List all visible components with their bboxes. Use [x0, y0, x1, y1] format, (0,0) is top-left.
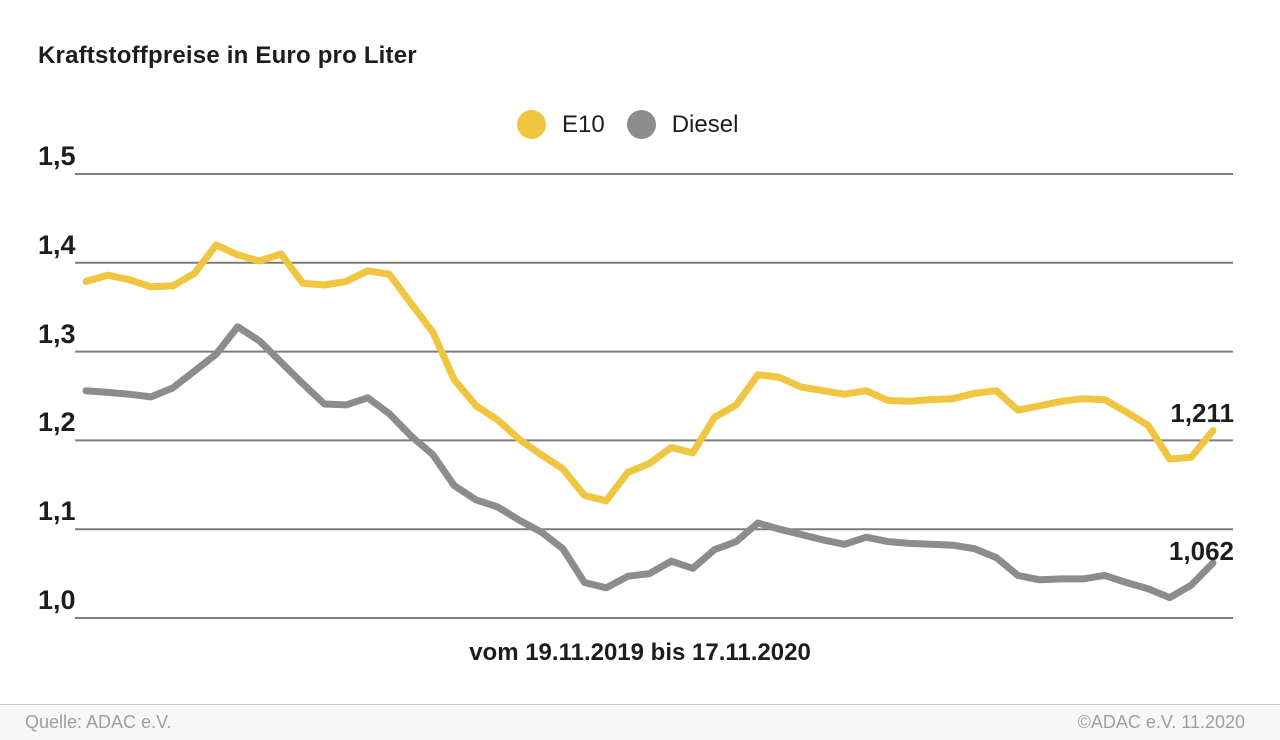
y-axis-tick-label: 1,4 [38, 229, 76, 260]
legend-label-e10: E10 [562, 110, 605, 138]
legend-label-diesel: Diesel [671, 110, 739, 138]
chart-title: Kraftstoffpreise in Euro pro Liter [38, 42, 417, 69]
y-axis-tick-label: 1,2 [38, 407, 76, 438]
y-axis-tick-label: 1,0 [38, 585, 76, 615]
y-axis-tick-label: 1,3 [38, 318, 76, 349]
series-line-e10 [82, 241, 1217, 505]
series-line-diesel [82, 323, 1217, 602]
y-axis-tick-label: 1,1 [38, 496, 76, 527]
diesel-end-value-label: 1,062 [1168, 536, 1234, 566]
legend-dot-e10-icon [517, 110, 546, 139]
chart-legend: E10 Diesel [517, 110, 738, 139]
e10-end-value-label: 1,211 [1170, 398, 1234, 428]
legend-item-diesel: Diesel [626, 110, 739, 139]
footer-bar: Quelle: ADAC e.V. ©ADAC e.V. 11.2020 [0, 704, 1280, 740]
legend-dot-diesel-icon [626, 110, 656, 139]
footer-source: Quelle: ADAC e.V. [25, 712, 172, 732]
x-axis-date-range-label: vom 19.11.2019 bis 17.11.2020 [469, 639, 811, 666]
footer-copyright: ©ADAC e.V. 11.2020 [1077, 712, 1245, 732]
y-axis-tick-label: 1,5 [38, 141, 76, 171]
legend-item-e10: E10 [517, 110, 605, 139]
